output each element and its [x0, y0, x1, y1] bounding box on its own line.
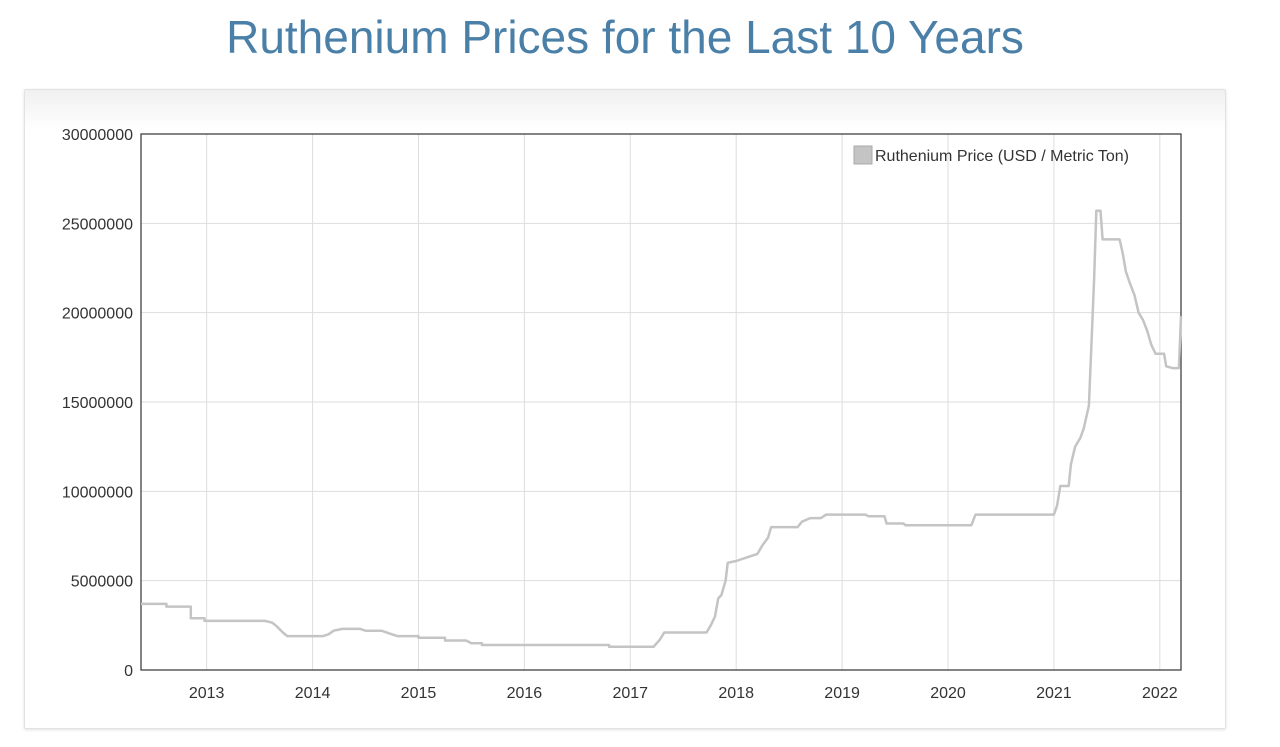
y-axis-ticks: 0 5000000 10000000 15000000 20000000 25000000…: [62, 127, 133, 680]
x-tick-label: 2022: [1142, 685, 1178, 702]
y-tick-label: 10000000: [62, 484, 133, 501]
x-tick-label: 2014: [295, 685, 331, 702]
legend: Ruthenium Price (USD / Metric Ton): [853, 145, 1129, 165]
chart-title: Ruthenium Prices for the Last 10 Years: [226, 11, 1024, 63]
plot-area-frame: [140, 133, 1182, 671]
legend-swatch: [853, 145, 873, 165]
x-tick-label: 2015: [401, 685, 437, 702]
grid-lines: [141, 133, 1181, 671]
y-tick-label: 5000000: [71, 574, 133, 591]
x-tick-label: 2020: [930, 685, 966, 702]
x-axis-ticks: 2013 2014 2015 2016 2017 2018 2019 2020 2021 2022: [189, 685, 1178, 702]
x-tick-label: 2013: [189, 685, 225, 702]
y-tick-label: 20000000: [62, 306, 133, 323]
ruthenium-price-series-line: [141, 209, 1183, 649]
x-tick-label: 2018: [718, 685, 754, 702]
x-tick-label: 2017: [612, 685, 648, 702]
x-tick-label: 2021: [1036, 685, 1072, 702]
chart-panel: [24, 89, 1226, 729]
x-tick-label: 2016: [507, 685, 543, 702]
y-tick-label: 30000000: [62, 127, 133, 144]
x-tick-label: 2019: [824, 685, 860, 702]
y-tick-label: 25000000: [62, 216, 133, 233]
y-tick-label: 15000000: [62, 395, 133, 412]
y-tick-label: 0: [124, 663, 133, 680]
legend-label: Ruthenium Price (USD / Metric Ton): [875, 148, 1129, 165]
